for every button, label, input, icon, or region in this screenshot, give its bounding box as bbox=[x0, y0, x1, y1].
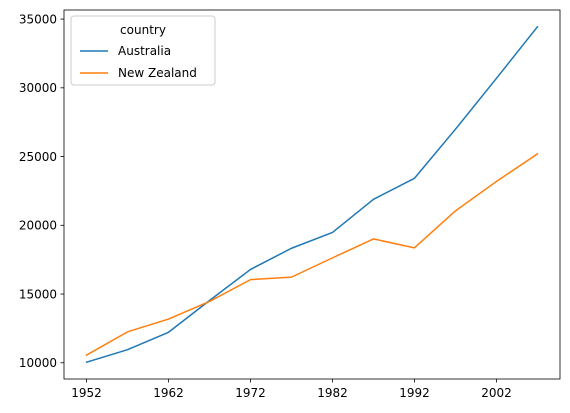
x-tick-label: 2002 bbox=[481, 386, 512, 400]
x-tick-label: 1982 bbox=[317, 386, 348, 400]
legend-title: country bbox=[120, 23, 166, 37]
axes-layer: 1952 1962 1972 1982 1992 2002 10000 15000 20000 2… bbox=[19, 9, 561, 400]
y-tick-label: 10000 bbox=[19, 356, 57, 370]
series-line-australia bbox=[85, 25, 539, 364]
x-tick-label: 1992 bbox=[399, 386, 430, 400]
y-tick-label: 30000 bbox=[19, 81, 57, 95]
x-tick-label: 1962 bbox=[153, 386, 184, 400]
axes-frame bbox=[63, 9, 561, 380]
y-tick-label: 35000 bbox=[19, 12, 57, 26]
legend-box bbox=[70, 15, 216, 86]
legend: country Australia New Zealand bbox=[70, 15, 216, 86]
legend-label-australia: Australia bbox=[118, 44, 171, 58]
series-line-new-zealand bbox=[85, 152, 539, 357]
legend-label-new-zealand: New Zealand bbox=[118, 66, 197, 80]
x-tick-label: 1952 bbox=[71, 386, 102, 400]
y-tick-label: 20000 bbox=[19, 219, 57, 233]
y-tick-label: 15000 bbox=[19, 287, 57, 301]
x-tick-label: 1972 bbox=[235, 386, 266, 400]
y-tick-label: 25000 bbox=[19, 150, 57, 164]
series-layer bbox=[85, 25, 539, 364]
